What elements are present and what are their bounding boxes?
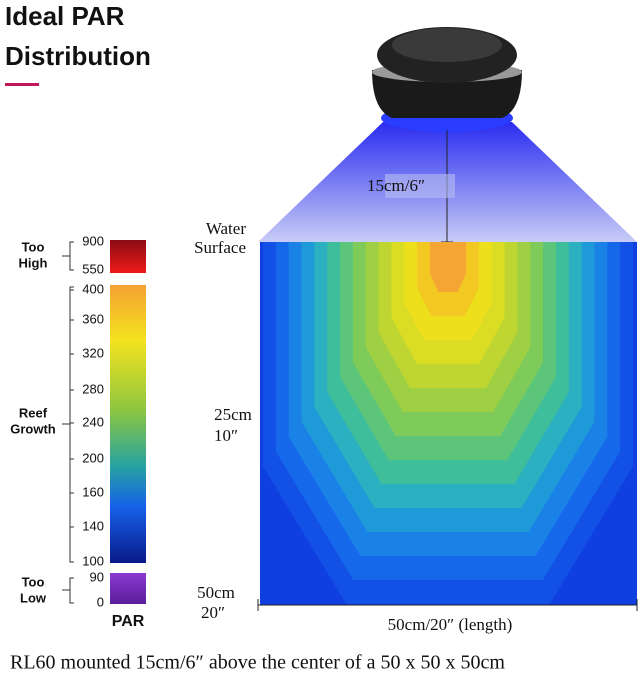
tick-label: 550 (82, 261, 104, 276)
tick-label: 200 (82, 450, 104, 465)
range-label: Reef (19, 405, 48, 420)
tick-label: 160 (82, 484, 104, 499)
range-label: High (19, 255, 48, 270)
range-label: Growth (10, 421, 56, 436)
too-high-bar (110, 240, 146, 273)
tick-label: 90 (90, 569, 104, 584)
tick-label: 360 (82, 311, 104, 326)
length-label: 50cm/20″ (length) (388, 615, 513, 634)
underline (5, 83, 39, 86)
title: Distribution (5, 41, 151, 71)
range-label: Too (22, 239, 45, 254)
depth-label: 10″ (214, 426, 238, 445)
par-contours (263, 242, 633, 604)
mount-height: 15cm/6″ (367, 176, 425, 195)
unit-label: PAR (112, 613, 145, 630)
tick-label: 0 (97, 594, 104, 609)
depth-label: Water (206, 219, 246, 238)
range-label: Too (22, 574, 45, 589)
bracket (62, 241, 74, 271)
tick-label: 400 (82, 281, 104, 296)
reef-bar (110, 285, 146, 563)
tick-label: 100 (82, 553, 104, 568)
tick-label: 140 (82, 518, 104, 533)
depth-label: 25cm (214, 405, 252, 424)
tick-label: 240 (82, 414, 104, 429)
bracket (62, 286, 74, 563)
caption: RL60 mounted 15cm/6″ above the center of… (10, 652, 505, 674)
tick-label: 280 (82, 381, 104, 396)
depth-label: 20″ (201, 603, 225, 622)
bracket (62, 577, 74, 604)
label-bg (385, 174, 455, 198)
depth-label: 50cm (197, 583, 235, 602)
depth-label: Surface (194, 238, 246, 257)
title: Ideal PAR (5, 1, 125, 31)
tick-label: 320 (82, 345, 104, 360)
lamp (372, 27, 522, 132)
too-low-bar (110, 573, 146, 604)
tick-label: 900 (82, 233, 104, 248)
contour (430, 242, 466, 292)
range-label: Low (20, 590, 47, 605)
